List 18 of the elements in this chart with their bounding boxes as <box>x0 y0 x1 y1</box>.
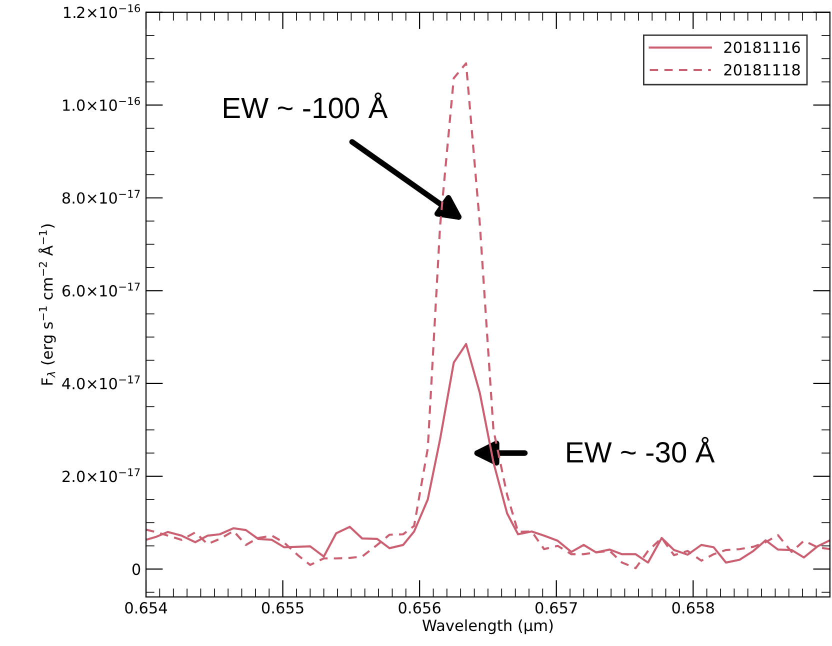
x-tick-label: 0.656 <box>398 602 440 614</box>
legend-label: 20181116 <box>724 42 800 54</box>
y-tick-label: 1.2×10$^{−16}$ <box>64 4 140 18</box>
y-tick-label: 1.0×10$^{−16}$ <box>63 96 140 111</box>
x-axis-title: Wavelength (µm) <box>422 619 553 634</box>
legend-label: 20181118 <box>724 64 800 76</box>
annotation: EW ~ -100 Å <box>224 92 388 118</box>
x-tick-label: 0.657 <box>535 602 577 614</box>
y-tick-label: 8.0×10$^{−17}$ <box>62 190 140 204</box>
y-tick-label: 0 <box>132 564 140 576</box>
x-tick-label: 0.655 <box>262 602 304 614</box>
x-tick-label: 0.654 <box>125 602 168 614</box>
y-tick-label: 2.0×10$^{−17}$ <box>62 468 140 482</box>
x-tick-label: 0.658 <box>672 602 714 614</box>
y-tick-label: 4.0×10$^{−17}$ <box>62 376 140 390</box>
y-tick-label: 6.0×10$^{−17}$ <box>62 282 140 297</box>
text: F$_{λ}$ (erg s$^{−1}$ cm$^{−2}$ Å$^{−1}$) <box>38 224 56 385</box>
annotation: EW ~ -30 Å <box>567 436 715 463</box>
